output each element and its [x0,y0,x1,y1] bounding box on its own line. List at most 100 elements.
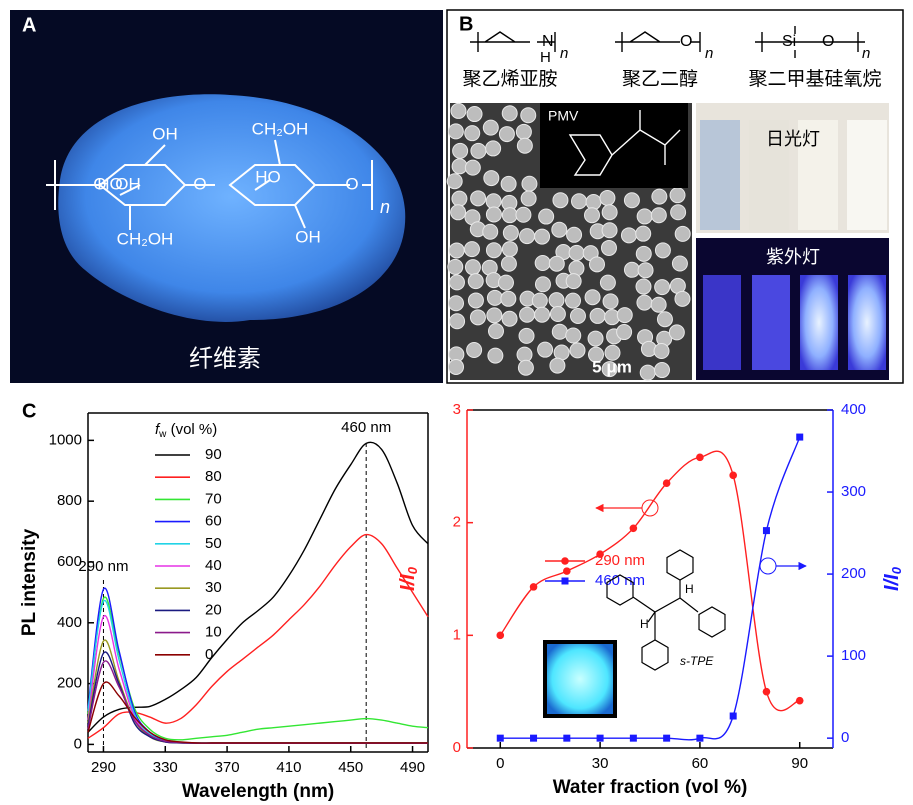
particle [501,241,518,258]
particle [534,255,551,272]
atom-label: O [345,174,358,193]
chart-spectra: 290 330 370 410 450 49002004006008001000Wavel… [19,412,429,802]
data-point [529,583,538,591]
atom: H [540,49,551,66]
particle [500,290,517,307]
legend-label: 80 [205,468,222,485]
x-axis-title: Water fraction (vol %) [553,777,748,798]
particle [487,323,504,340]
atom: O [680,33,692,50]
legend-label: 20 [205,601,222,618]
particle [588,256,605,273]
annotation-circle [641,499,659,517]
particle [470,142,487,159]
x-axis-title: Wavelength (nm) [182,781,334,802]
particle [515,206,532,223]
y-axis-title: I/I0 [881,566,904,591]
particle [469,309,486,326]
atom: N [542,33,554,50]
particle [601,361,618,378]
ring [641,639,669,671]
polymer-name: 聚二甲基硅氧烷 [748,68,881,90]
ring [606,574,634,606]
particle [498,126,515,143]
marker-label: 290 nm [78,558,128,575]
series-line [87,533,429,739]
data-point [729,712,737,720]
atom-label: O [193,174,206,193]
particle [485,242,502,259]
particle [486,289,503,306]
particle [635,245,652,262]
particle [623,192,640,209]
particle [589,307,606,324]
particle [639,364,656,381]
legend-label: 290 nm [595,552,645,569]
particle [467,292,484,309]
data-point [530,734,538,742]
particle [448,274,465,291]
y-axis-title: I/I0 [397,566,420,591]
particle [515,123,532,140]
particle [518,327,535,344]
data-point [696,734,704,742]
particle [601,204,618,221]
scale-bar: 5 μm [592,357,632,376]
particle [517,359,534,376]
data-point [663,734,671,742]
atom-label: HO [255,167,281,186]
panel-label: B [459,13,473,35]
legend-label: 90 [205,446,222,463]
particle [551,221,568,238]
particle [654,362,671,379]
y-tick-label: 0 [74,735,82,752]
particle [654,242,671,259]
particle [464,259,481,276]
particle [549,306,566,323]
particle [565,327,582,344]
molecule [606,549,726,671]
particle [548,255,565,272]
y2-tick-label: 300 [841,483,866,500]
particle [601,222,618,239]
particle [668,324,685,341]
legend-label: 0 [205,646,213,663]
particle [616,324,633,341]
y-axis-title-main: I/I [881,574,903,591]
particle [521,175,538,192]
particle [635,278,652,295]
atom-label: OH [115,174,141,193]
y-tick-label: 600 [57,553,82,570]
y-tick-label: 0 [453,739,461,756]
particle [584,207,601,224]
particle [568,244,585,261]
particle [654,279,671,296]
y-axis-title-sub: 0 [889,566,904,574]
x-tick-label: 410 [276,759,301,776]
particle [599,189,616,206]
atom-label: H [640,617,649,631]
y-tick-label: 1000 [49,431,82,448]
y-tick-label: 400 [57,614,82,631]
particle [537,341,554,358]
atom-label: H [685,582,694,596]
particle [616,307,633,324]
caption: 纤维素 [189,345,261,372]
x-tick-label: 450 [338,759,363,776]
particle [519,306,536,323]
particle [569,342,586,359]
light-label: 日光灯 [766,129,820,149]
legend-label: 40 [205,557,222,574]
legend-title-part: (vol %) [166,421,217,438]
sem-particles [446,102,691,381]
data-point [696,453,704,462]
particle [552,192,569,209]
x-tick-label: 90 [791,755,808,772]
legend-label: 50 [205,535,222,552]
data-point [662,479,671,488]
particle [482,119,499,136]
particle [519,228,536,245]
particle [448,295,465,312]
data-point [596,734,604,742]
